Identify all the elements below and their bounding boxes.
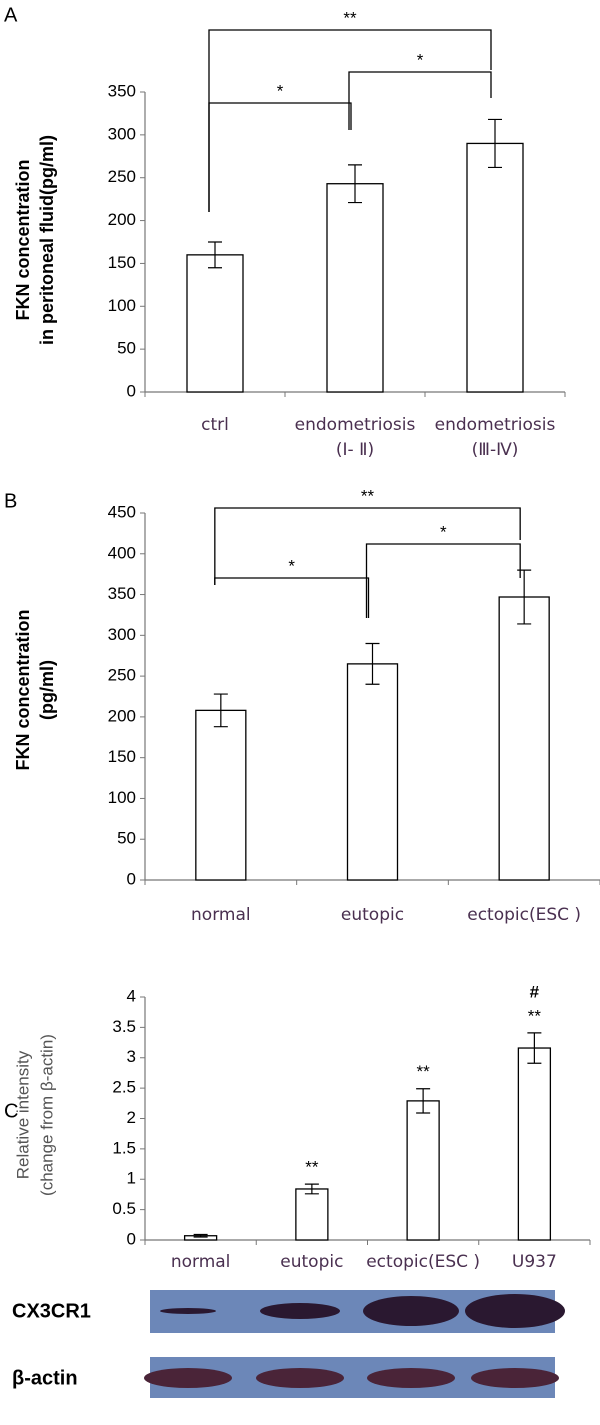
x-tick-label: ectopic(ESC ) [366,1252,480,1272]
blot-band [160,1308,216,1314]
x-tick-label: endometriosis [295,415,416,435]
y-tick-label: 250 [108,666,136,685]
x-tick-label: ectopic(ESC ) [467,905,581,925]
blot-label: β-actin [12,1367,78,1389]
x-tick-label: (Ⅲ-Ⅳ) [472,440,519,460]
y-tick-label: 4 [127,986,136,1005]
bar [466,142,524,393]
y-tick-label: 3 [127,1047,136,1066]
panel-label: B [4,490,17,512]
y-tick-label: 350 [108,584,136,603]
y-tick-label: 100 [108,296,136,315]
error-bar [193,1233,208,1238]
bar-annotation: ** [305,1158,319,1177]
y-axis-label: FKN concentration [13,159,33,320]
blot-band [367,1368,455,1388]
bar-annotation: ** [417,1062,431,1081]
y-tick-label: 50 [117,339,136,358]
significance-label: ** [343,8,357,27]
y-tick-label: 150 [108,253,136,272]
error-bar [304,1183,319,1195]
error-bar [213,693,228,728]
y-tick-label: 0 [127,869,136,888]
bar-annotation: # [530,982,540,1001]
blot-band [256,1368,344,1388]
blot-band [144,1368,232,1388]
x-tick-label: normal [171,1252,231,1272]
error-bar [416,1088,431,1114]
y-tick-label: 0 [127,381,136,400]
significance-label: * [440,522,447,541]
significance-label: * [417,50,424,69]
bar [346,663,399,881]
blot-band [363,1296,459,1326]
error-bar [488,118,502,169]
error-bar [517,569,532,625]
error-bar [527,1032,542,1064]
bar [517,1047,552,1241]
y-tick-label: 3.5 [112,1017,136,1036]
y-tick-label: 1 [127,1169,136,1188]
significance-bracket [365,543,521,618]
x-tick-label: (Ⅰ- Ⅱ) [336,440,374,460]
y-tick-label: 350 [108,81,136,100]
blot-band [471,1368,559,1388]
y-axis-label: Relative intensity [13,1050,32,1179]
blot-label: CX3CR1 [12,1300,91,1322]
x-tick-label: endometriosis [435,415,556,435]
blot-band [465,1294,565,1328]
y-tick-label: 0 [127,1229,136,1248]
bar [498,596,550,881]
significance-bracket [214,507,521,585]
y-tick-label: 2.5 [112,1078,136,1097]
error-bar [348,164,362,204]
x-tick-label: ctrl [201,415,229,435]
y-tick-label: 150 [108,747,136,766]
significance-label: ** [361,486,375,505]
y-tick-label: 200 [108,210,136,229]
y-axis-label: (change from β-actin) [37,1034,56,1196]
y-tick-label: 250 [108,167,136,186]
bar [406,1100,440,1241]
x-tick-label: normal [191,905,251,925]
bar [326,183,384,393]
bar [195,709,247,881]
y-tick-label: 300 [108,124,136,143]
y-tick-label: 1.5 [112,1138,136,1157]
y-tick-label: 50 [117,829,136,848]
y-tick-label: 200 [108,706,136,725]
x-tick-label: U937 [512,1252,557,1272]
panel-label: A [4,4,18,26]
blot-band [260,1303,340,1319]
y-tick-label: 2 [127,1108,136,1127]
panel-label: C [4,1100,18,1122]
bar [186,254,244,393]
y-tick-label: 100 [108,788,136,807]
bar-annotation: ** [528,1006,542,1025]
x-tick-label: eutopic [341,905,404,925]
y-axis-label: FKN concentration [13,609,33,770]
x-tick-label: eutopic [280,1252,343,1272]
y-tick-label: 400 [108,543,136,562]
significance-bracket [214,577,370,618]
y-axis-label: (pg/ml) [37,660,57,720]
significance-label: * [288,556,295,575]
y-tick-label: 300 [108,625,136,644]
error-bar [365,642,380,685]
y-tick-label: 450 [108,502,136,521]
y-tick-label: 0.5 [112,1199,136,1218]
error-bar [208,241,222,269]
bar [295,1188,329,1241]
significance-bracket [348,71,492,130]
significance-bracket [208,102,352,212]
significance-label: * [277,81,284,100]
y-axis-label: in peritoneal fluid(pg/ml) [37,135,57,345]
